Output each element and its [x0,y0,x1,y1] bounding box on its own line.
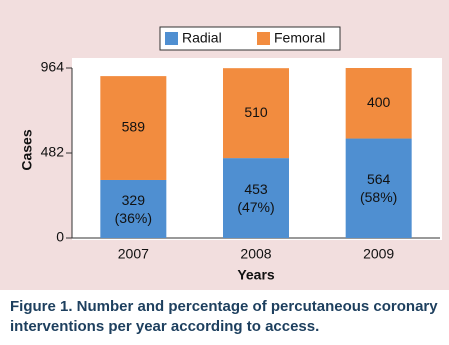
legend-label: Radial [182,30,222,46]
x-tick-label: 2007 [118,246,149,262]
y-tick-label: 964 [41,59,65,75]
y-tick-label: 482 [41,144,65,160]
x-axis-label: Years [237,267,275,283]
bar-segment [223,68,289,159]
x-tick-label: 2008 [240,246,271,262]
legend-swatch [257,32,270,45]
bar-segment [100,179,167,238]
legend-label: Femoral [274,30,325,46]
value-label: 589 [122,119,146,135]
caption: Figure 1. Number and percentage of percu… [10,298,438,335]
legend-swatch [165,32,178,45]
value-label: 400 [367,94,391,110]
x-tick-label: 2009 [363,246,394,262]
bar-segment [345,138,412,238]
bar-segment [223,158,289,238]
value-label: 564 (58%) [359,171,398,206]
y-tick-label: 0 [56,229,64,245]
y-axis-label: Cases [19,129,35,170]
chart: Years Cases 0 482 964 Radial Femoral 589 2007 5… [0,0,449,290]
value-label: 453 (47%) [237,181,275,216]
bar-segment [345,68,412,139]
value-label: 510 [244,104,268,120]
legend-box [159,26,341,51]
bar-segment [100,76,167,180]
value-label: 329 (36%) [114,191,152,226]
